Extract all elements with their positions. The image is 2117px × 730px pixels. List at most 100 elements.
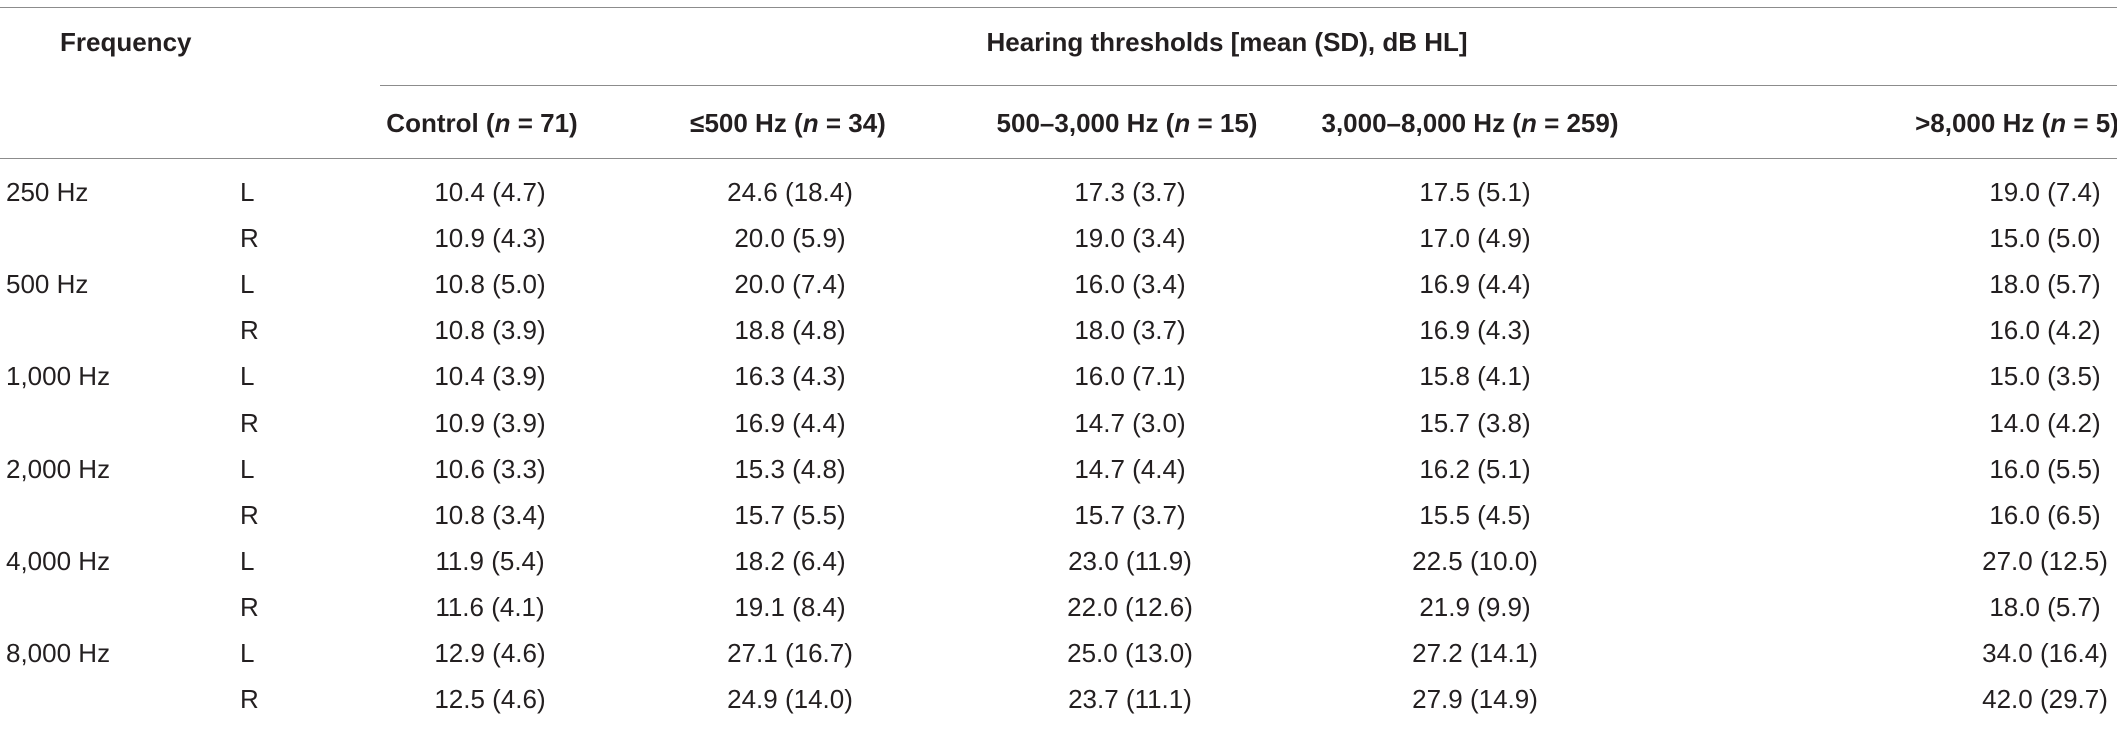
- table-row: 1,000 Hz L 10.4 (3.9) 16.3 (4.3) 16.0 (7.1) 1…: [0, 361, 2117, 407]
- value-cell: 12.9 (4.6): [434, 638, 546, 668]
- column-header-5: >8,000 Hz (n = 5): [1915, 108, 2117, 138]
- value-cell: 17.0 (4.9): [1419, 223, 1531, 253]
- value-cell: 14.7 (3.0): [1074, 408, 1186, 438]
- column-header-n: n: [1520, 108, 1537, 138]
- value-cell: 21.9 (9.9): [1419, 592, 1531, 622]
- ear-cell: R: [240, 408, 259, 438]
- value-cell: 15.7 (3.7): [1074, 500, 1186, 530]
- spanner-rule: [380, 85, 2117, 86]
- frequency-cell: 4,000 Hz: [6, 546, 111, 576]
- value-cell: 15.0 (5.0): [1989, 223, 2101, 253]
- column-header-text: 500–3,000 Hz (: [996, 108, 1175, 138]
- value-cell: 22.5 (10.0): [1412, 546, 1538, 576]
- column-header-text: >8,000 Hz (: [1915, 108, 2051, 138]
- value-cell: 19.0 (3.4): [1074, 223, 1186, 253]
- column-header-n: n: [802, 108, 819, 138]
- table-row: R 11.6 (4.1) 19.1 (8.4) 22.0 (12.6) 21.9 (9.…: [0, 592, 2117, 638]
- ear-cell: L: [240, 361, 255, 391]
- value-cell: 24.6 (18.4): [727, 177, 853, 207]
- table-row: R 12.5 (4.6) 24.9 (14.0) 23.7 (11.1) 27.9 (1…: [0, 684, 2117, 730]
- value-cell: 16.0 (5.5): [1989, 454, 2101, 484]
- value-cell: 10.9 (3.9): [434, 408, 546, 438]
- value-cell: 10.8 (3.9): [434, 315, 546, 345]
- value-cell: 10.8 (5.0): [434, 269, 546, 299]
- value-cell: 16.3 (4.3): [734, 361, 846, 391]
- column-header-text: 3,000–8,000 Hz (: [1321, 108, 1521, 138]
- value-cell: 10.8 (3.4): [434, 500, 546, 530]
- value-cell: 10.6 (3.3): [434, 454, 546, 484]
- column-header-count: = 71): [510, 108, 578, 138]
- frequency-cell: 250 Hz: [6, 177, 89, 207]
- value-cell: 18.2 (6.4): [734, 546, 846, 576]
- column-header-n: n: [1174, 108, 1191, 138]
- value-cell: 27.2 (14.1): [1412, 638, 1538, 668]
- value-cell: 14.0 (4.2): [1989, 408, 2101, 438]
- value-cell: 27.0 (12.5): [1982, 546, 2108, 576]
- value-cell: 10.4 (3.9): [434, 361, 546, 391]
- value-cell: 16.0 (7.1): [1074, 361, 1186, 391]
- ear-cell: L: [240, 269, 255, 299]
- value-cell: 16.9 (4.4): [1419, 269, 1531, 299]
- value-cell: 19.0 (7.4): [1989, 177, 2101, 207]
- value-cell: 15.5 (4.5): [1419, 500, 1531, 530]
- ear-cell: R: [240, 592, 259, 622]
- hearing-thresholds-header-text: Hearing thresholds [mean (SD), dB HL]: [986, 27, 1468, 57]
- value-cell: 42.0 (29.7): [1982, 684, 2108, 714]
- column-header-4: 3,000–8,000 Hz (n = 259): [1321, 108, 1618, 138]
- table-row: R 10.9 (3.9) 16.9 (4.4) 14.7 (3.0) 15.7 (3.8…: [0, 408, 2117, 454]
- value-cell: 16.0 (3.4): [1074, 269, 1186, 299]
- column-header-3: 500–3,000 Hz (n = 15): [997, 108, 1258, 138]
- value-cell: 22.0 (12.6): [1067, 592, 1193, 622]
- value-cell: 16.9 (4.3): [1419, 315, 1531, 345]
- ear-cell: R: [240, 500, 259, 530]
- ear-cell: R: [240, 315, 259, 345]
- value-cell: 17.5 (5.1): [1419, 177, 1531, 207]
- value-cell: 16.0 (4.2): [1989, 315, 2101, 345]
- column-header-count: = 259): [1536, 108, 1619, 138]
- column-header-text: Control (: [386, 108, 495, 138]
- frequency-cell: 8,000 Hz: [6, 638, 111, 668]
- value-cell: 15.7 (5.5): [734, 500, 846, 530]
- value-cell: 18.0 (5.7): [1989, 592, 2101, 622]
- column-header-n: n: [2050, 108, 2067, 138]
- frequency-cell: 2,000 Hz: [6, 454, 111, 484]
- value-cell: 27.9 (14.9): [1412, 684, 1538, 714]
- table-row: 250 Hz L 10.4 (4.7) 24.6 (18.4) 17.3 (3.7) 17…: [0, 177, 2117, 223]
- table-row: 4,000 Hz L 11.9 (5.4) 18.2 (6.4) 23.0 (11.9)…: [0, 546, 2117, 592]
- value-cell: 27.1 (16.7): [727, 638, 853, 668]
- value-cell: 15.0 (3.5): [1989, 361, 2101, 391]
- value-cell: 15.7 (3.8): [1419, 408, 1531, 438]
- table-row: 500 Hz L 10.8 (5.0) 20.0 (7.4) 16.0 (3.4) 16.…: [0, 269, 2117, 315]
- frequency-header: Frequency: [60, 27, 192, 57]
- value-cell: 10.4 (4.7): [434, 177, 546, 207]
- value-cell: 16.2 (5.1): [1419, 454, 1531, 484]
- value-cell: 20.0 (7.4): [734, 269, 846, 299]
- table-row: 2,000 Hz L 10.6 (3.3) 15.3 (4.8) 14.7 (4.4) 1…: [0, 454, 2117, 500]
- value-cell: 10.9 (4.3): [434, 223, 546, 253]
- table-top-rule: [0, 7, 2117, 8]
- value-cell: 16.9 (4.4): [734, 408, 846, 438]
- value-cell: 12.5 (4.6): [434, 684, 546, 714]
- table-row: 8,000 Hz L 12.9 (4.6) 27.1 (16.7) 25.0 (13.0…: [0, 638, 2117, 684]
- value-cell: 11.6 (4.1): [435, 592, 545, 622]
- value-cell: 15.3 (4.8): [734, 454, 846, 484]
- column-header-text: ≤500 Hz (: [690, 108, 803, 138]
- value-cell: 15.8 (4.1): [1419, 361, 1531, 391]
- value-cell: 14.7 (4.4): [1074, 454, 1186, 484]
- ear-cell: L: [240, 177, 255, 207]
- value-cell: 16.0 (6.5): [1989, 500, 2101, 530]
- header-bottom-rule: [0, 158, 2117, 159]
- ear-cell: L: [240, 546, 255, 576]
- ear-cell: R: [240, 684, 259, 714]
- value-cell: 18.8 (4.8): [734, 315, 846, 345]
- value-cell: 25.0 (13.0): [1067, 638, 1193, 668]
- table-row: R 10.9 (4.3) 20.0 (5.9) 19.0 (3.4) 17.0 (4.9…: [0, 223, 2117, 269]
- value-cell: 11.9 (5.4): [435, 546, 545, 576]
- ear-cell: L: [240, 638, 255, 668]
- value-cell: 17.3 (3.7): [1074, 177, 1186, 207]
- ear-cell: L: [240, 454, 255, 484]
- value-cell: 20.0 (5.9): [734, 223, 846, 253]
- frequency-cell: 500 Hz: [6, 269, 89, 299]
- value-cell: 24.9 (14.0): [727, 684, 853, 714]
- value-cell: 34.0 (16.4): [1982, 638, 2108, 668]
